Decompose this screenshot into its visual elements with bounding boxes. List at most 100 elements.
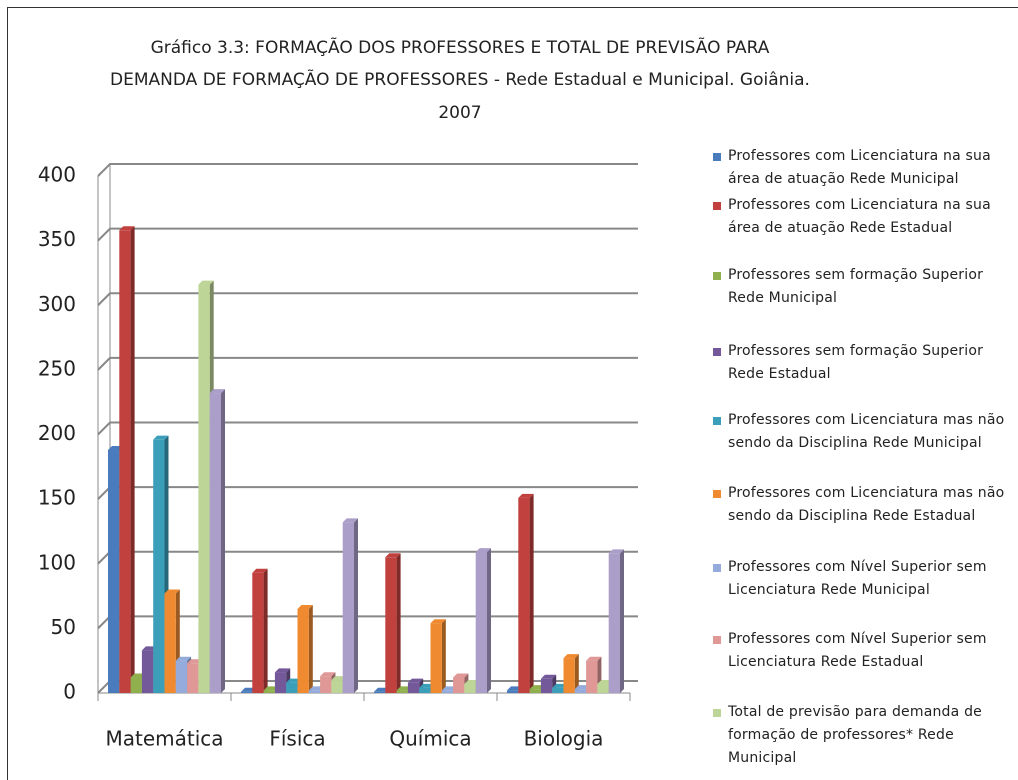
bar bbox=[187, 663, 199, 693]
bar bbox=[540, 678, 553, 693]
y-tick-label: 50 bbox=[51, 615, 76, 639]
legend-swatch bbox=[713, 709, 721, 717]
bar-side bbox=[308, 604, 313, 693]
bar-top bbox=[518, 493, 534, 498]
bar-top bbox=[385, 553, 401, 558]
legend-swatch bbox=[713, 153, 721, 161]
bar bbox=[608, 553, 620, 693]
bar bbox=[419, 687, 431, 693]
bar bbox=[164, 593, 176, 693]
bar-top bbox=[342, 518, 358, 523]
bar bbox=[563, 658, 575, 693]
bar-top bbox=[175, 656, 192, 661]
legend-swatch bbox=[713, 202, 721, 210]
bar bbox=[586, 660, 598, 693]
bar bbox=[385, 557, 397, 693]
bar-top bbox=[563, 654, 579, 659]
chart-title: 2007 bbox=[438, 103, 481, 123]
legend-label: Professores com Nível Superior sem Licen… bbox=[728, 559, 987, 598]
bar bbox=[552, 687, 564, 693]
bar bbox=[342, 522, 354, 693]
legend-swatch bbox=[713, 564, 721, 572]
bar-side bbox=[529, 493, 534, 693]
bar-top bbox=[209, 389, 225, 394]
bar-side bbox=[441, 619, 446, 693]
bar bbox=[175, 660, 188, 693]
bar bbox=[263, 690, 275, 693]
bar bbox=[153, 439, 165, 693]
grid-line bbox=[97, 421, 638, 436]
bar-top bbox=[407, 678, 424, 683]
grid-line bbox=[97, 227, 638, 242]
y-tick-label: 100 bbox=[38, 550, 76, 574]
bar-top bbox=[430, 619, 446, 624]
bar bbox=[374, 691, 386, 693]
bar-top bbox=[453, 673, 469, 678]
bar-side bbox=[221, 389, 225, 693]
y-tick-label: 350 bbox=[38, 227, 76, 251]
grid-line bbox=[97, 356, 638, 371]
grid-line bbox=[97, 486, 638, 500]
bar bbox=[119, 230, 131, 693]
legend-label: Professores sem formação Superior Rede E… bbox=[728, 343, 984, 382]
bar bbox=[396, 690, 408, 693]
bar-side bbox=[487, 548, 491, 693]
bar-top bbox=[540, 674, 557, 679]
chart-title: Gráfico 3.3: FORMAÇÃO DOS PROFESSORES E … bbox=[151, 36, 770, 58]
bar-top bbox=[320, 672, 336, 677]
bar bbox=[430, 623, 442, 693]
bar bbox=[441, 690, 454, 693]
legend-swatch bbox=[713, 417, 721, 425]
legend-label: Professores com Nível Superior sem Licen… bbox=[728, 631, 987, 670]
bar-side bbox=[130, 226, 135, 693]
bar-side bbox=[396, 553, 401, 693]
y-tick-label: 400 bbox=[38, 163, 76, 187]
legend-swatch bbox=[713, 348, 721, 356]
bar bbox=[331, 680, 343, 693]
legend-label: Total de previsão para demanda de formaç… bbox=[728, 704, 982, 766]
bar-top bbox=[164, 589, 180, 594]
chart-title: DEMANDA DE FORMAÇÃO DE PROFESSORES - Red… bbox=[110, 68, 810, 90]
y-tick-label: 250 bbox=[38, 356, 76, 380]
legend-label: Professores com Licenciatura mas não sen… bbox=[728, 412, 1005, 451]
bar bbox=[141, 650, 154, 693]
x-tick-label: Biologia bbox=[524, 727, 604, 751]
grid-line bbox=[97, 163, 638, 177]
bar bbox=[198, 284, 210, 693]
bar bbox=[320, 676, 332, 693]
bar-top bbox=[198, 280, 214, 285]
grid-line bbox=[97, 550, 638, 565]
y-tick-label: 300 bbox=[38, 292, 76, 316]
y-tick-label: 0 bbox=[63, 680, 76, 704]
bar-top bbox=[608, 549, 624, 554]
x-tick-label: Matemática bbox=[105, 727, 223, 751]
bar-side bbox=[574, 654, 579, 693]
bar bbox=[241, 691, 253, 693]
bar bbox=[108, 450, 120, 693]
x-tick-label: Física bbox=[269, 727, 325, 751]
legend-label: Professores com Licenciatura na sua área… bbox=[728, 148, 991, 187]
bar bbox=[574, 689, 587, 693]
bar-side bbox=[263, 568, 268, 693]
bar-side bbox=[620, 549, 624, 693]
bar bbox=[209, 393, 221, 693]
bar bbox=[308, 690, 321, 693]
bar bbox=[286, 682, 298, 693]
legend-label: Professores sem formação Superior Rede M… bbox=[728, 267, 984, 306]
bar bbox=[453, 677, 465, 693]
bar-top bbox=[119, 226, 135, 231]
bar-top bbox=[252, 568, 268, 573]
legend-swatch bbox=[713, 636, 721, 644]
bar bbox=[518, 497, 530, 693]
legend-swatch bbox=[713, 272, 721, 280]
bar-top bbox=[475, 548, 491, 553]
legend-label: Professores com Licenciatura mas não sen… bbox=[728, 485, 1005, 524]
bar bbox=[130, 677, 142, 693]
x-tick-label: Química bbox=[389, 727, 471, 751]
y-tick-label: 150 bbox=[38, 486, 76, 510]
y-tick-label: 200 bbox=[38, 421, 76, 445]
bar bbox=[507, 690, 519, 693]
legend-swatch bbox=[713, 490, 721, 498]
